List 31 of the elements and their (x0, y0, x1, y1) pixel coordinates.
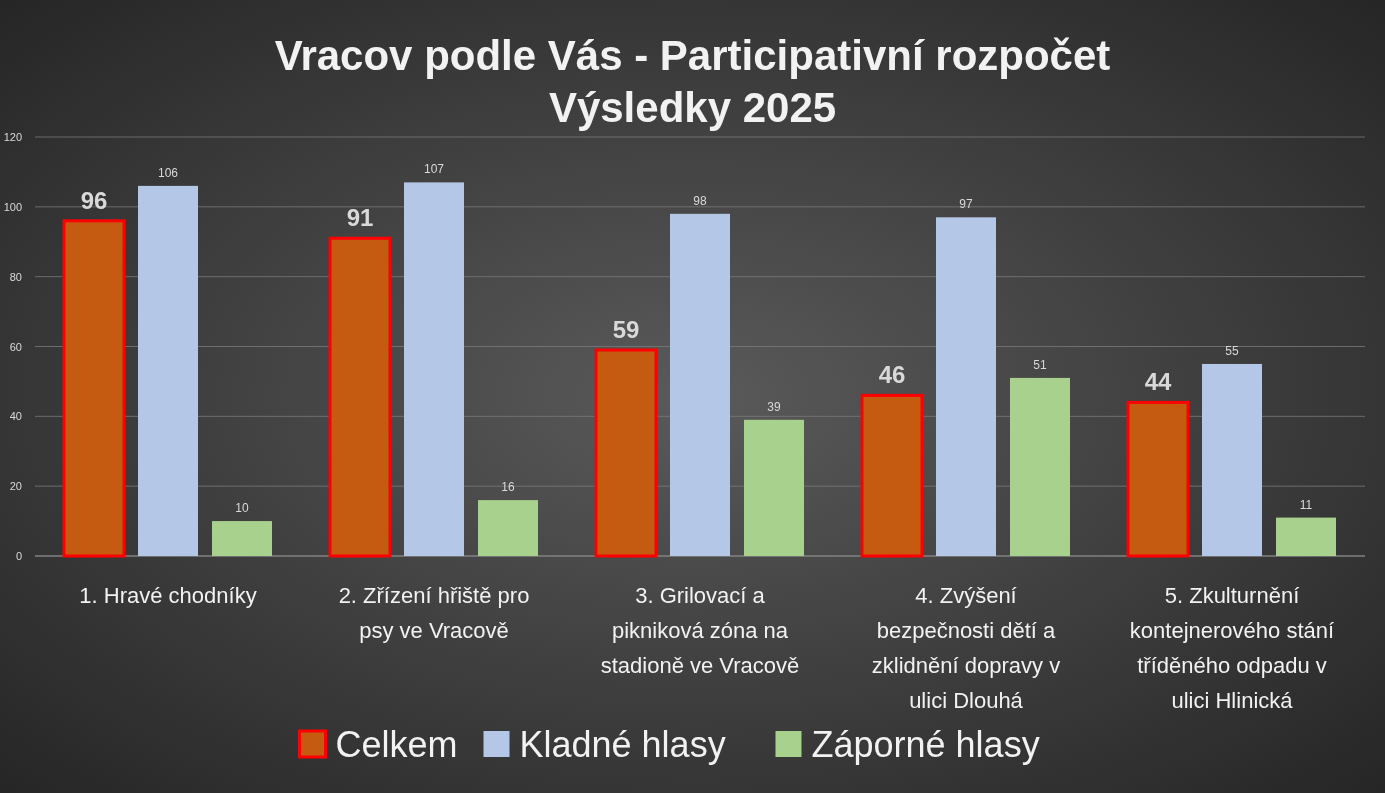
y-tick-label: 0 (15, 550, 22, 562)
y-tick-label: 20 (9, 480, 22, 493)
x-tick-label: 1. Hravé chodníky (79, 583, 257, 608)
data-label: 51 (1033, 357, 1047, 372)
data-label: 97 (959, 197, 973, 212)
data-label: 96 (80, 186, 108, 214)
y-tick-label: 60 (9, 340, 22, 353)
y-tick-label: 80 (9, 270, 22, 283)
x-tick-label: 4. Zvýšení bezpečnosti dětí a zklidnění dopravy v ulici Dlouhá (871, 583, 1061, 713)
data-label: 106 (157, 165, 179, 180)
data-label: 55 (1225, 343, 1239, 358)
data-label: 16 (501, 480, 515, 495)
data-label: 44 (1144, 368, 1172, 396)
y-tick-label: 40 (9, 410, 22, 423)
data-label: 11 (1299, 497, 1313, 512)
data-label: 10 (235, 501, 249, 516)
x-tick-label: 3. Grilovací a pikniková zóna na stadioně ve Vracově (600, 583, 800, 678)
data-label: 91 (346, 204, 374, 232)
data-label: 107 (423, 162, 445, 177)
y-tick-label: 100 (3, 200, 22, 213)
data-label: 98 (693, 193, 707, 208)
legend-label: Záporné hlasy (811, 724, 1040, 765)
x-tick-label: 2. Zřízení hřiště pro psy ve Vracově (338, 583, 530, 643)
y-tick-label: 120 (3, 131, 22, 143)
data-label: 39 (767, 399, 781, 414)
legend-label: Kladné hlasy (519, 724, 726, 765)
legend-label: Celkem (335, 724, 458, 765)
x-tick-label: 5. Zkulturnění kontejnerového stání tříděného odpadu v ulici Hlinická (1129, 583, 1335, 713)
data-label: 46 (878, 361, 906, 389)
chart-title: Vracov podle Vás - Participativní rozpočet Výsledky 2025 (274, 32, 1111, 131)
data-label: 59 (612, 315, 640, 343)
